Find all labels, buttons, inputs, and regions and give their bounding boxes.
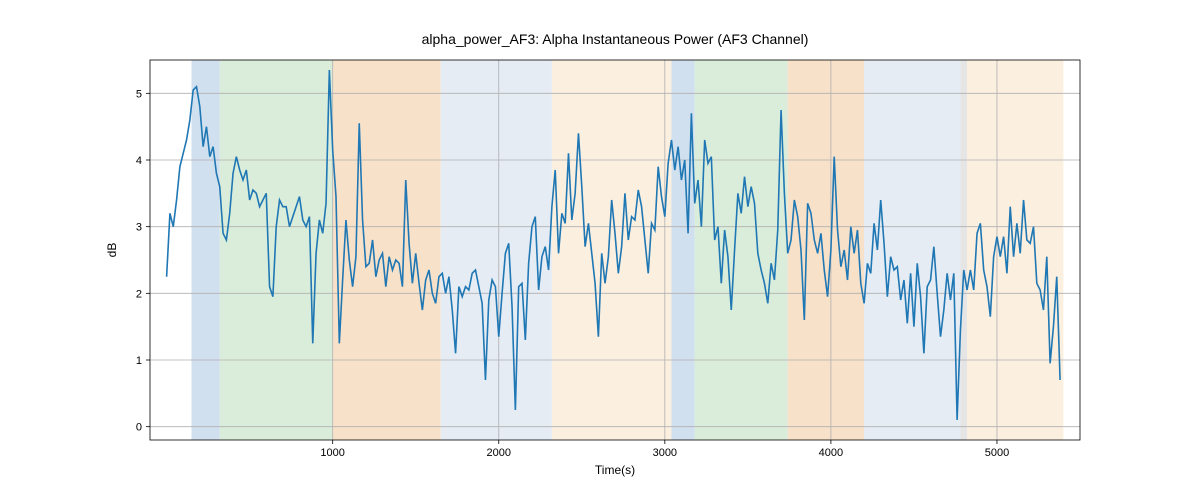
svg-text:3: 3	[136, 222, 142, 234]
svg-text:4: 4	[136, 155, 142, 167]
svg-text:2000: 2000	[487, 447, 511, 459]
svg-text:2: 2	[136, 288, 142, 300]
chart-container: 1000 2000 3000 4000 5000 0 1 2 3 4 5 Time(s) dB alpha…	[0, 0, 1200, 500]
svg-text:1000: 1000	[320, 447, 344, 459]
svg-text:4000: 4000	[819, 447, 843, 459]
background-bands	[192, 60, 1064, 440]
svg-text:1: 1	[136, 355, 142, 367]
y-axis-label: dB	[105, 243, 119, 258]
svg-text:5000: 5000	[985, 447, 1009, 459]
chart-title: alpha_power_AF3: Alpha Instantaneous Pow…	[422, 31, 809, 47]
svg-text:5: 5	[136, 88, 142, 100]
chart-svg: 1000 2000 3000 4000 5000 0 1 2 3 4 5 Time(s) dB alpha…	[0, 0, 1200, 500]
svg-text:3000: 3000	[653, 447, 677, 459]
x-axis-label: Time(s)	[595, 463, 635, 477]
svg-text:0: 0	[136, 422, 142, 434]
